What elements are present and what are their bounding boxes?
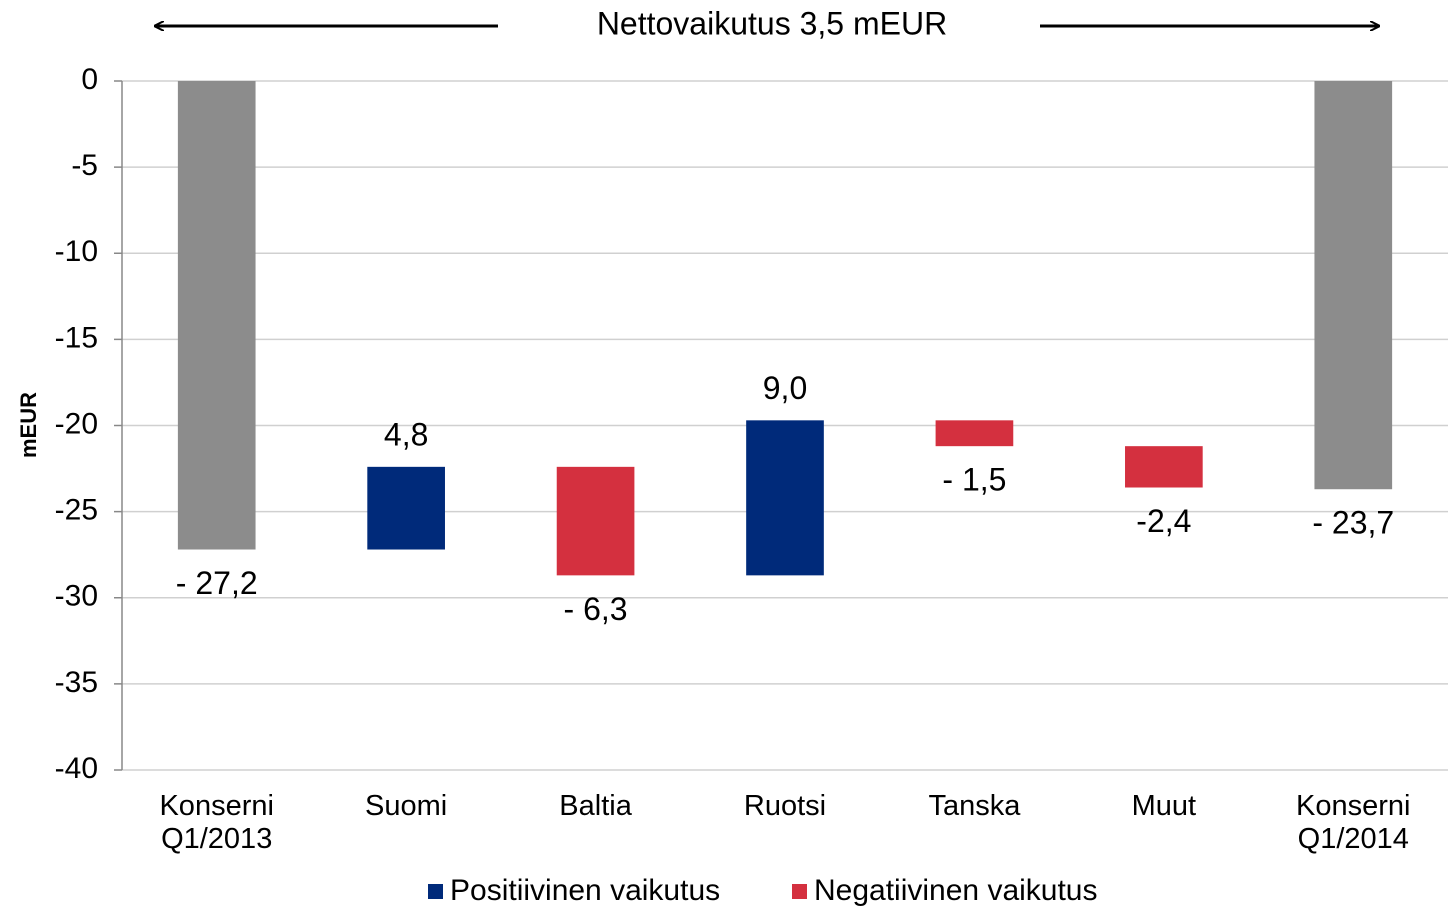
data-label: -2,4 xyxy=(1136,503,1191,539)
data-label: 9,0 xyxy=(763,370,807,406)
y-tick-label: -10 xyxy=(55,235,98,268)
y-tick-label: -40 xyxy=(55,752,98,785)
data-label: - 1,5 xyxy=(942,462,1006,498)
bar xyxy=(1125,446,1203,488)
legend-swatch xyxy=(792,884,807,899)
bar xyxy=(177,81,256,550)
data-label: - 23,7 xyxy=(1312,505,1394,541)
data-label: - 27,2 xyxy=(176,565,258,601)
y-tick-label: -35 xyxy=(55,666,98,699)
y-tick-label: -30 xyxy=(55,580,98,613)
y-tick-label: -15 xyxy=(55,321,98,354)
x-tick-label: Konserni Q1/2013 xyxy=(159,790,274,855)
legend-swatch xyxy=(428,884,443,899)
y-axis-label: mEUR xyxy=(16,392,41,458)
y-tick-label: -20 xyxy=(55,407,98,440)
bar xyxy=(746,420,824,576)
legend-label: Negatiivinen vaikutus xyxy=(814,874,1098,907)
chart-title: Nettovaikutus 3,5 mEUR xyxy=(597,5,947,41)
x-tick-label: Suomi xyxy=(365,790,448,822)
legend-label: Positiivinen vaikutus xyxy=(450,874,720,907)
x-tick-label: Muut xyxy=(1131,790,1197,822)
bar xyxy=(1314,81,1393,490)
bar xyxy=(367,466,445,550)
data-label: 4,8 xyxy=(384,416,428,452)
data-label: - 6,3 xyxy=(564,591,628,627)
x-tick-label: Baltia xyxy=(559,790,632,822)
bar xyxy=(935,420,1014,447)
y-tick-label: 0 xyxy=(81,63,98,96)
y-tick-label: -25 xyxy=(55,494,98,527)
bar xyxy=(556,466,635,576)
x-tick-label: Tanska xyxy=(928,790,1021,822)
x-tick-label: Ruotsi xyxy=(743,790,827,822)
y-tick-label: -5 xyxy=(71,149,98,182)
x-tick-label: Konserni Q1/2014 xyxy=(1296,790,1411,855)
